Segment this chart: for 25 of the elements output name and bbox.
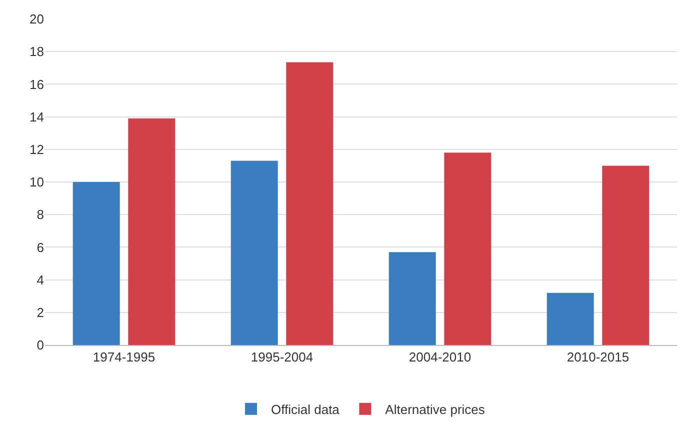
bar — [230, 160, 278, 345]
y-tick-label: 14 — [30, 109, 44, 124]
y-tick-label: 12 — [30, 142, 44, 157]
y-tick-label: 18 — [30, 44, 44, 60]
y-tick-label: 4 — [36, 272, 44, 288]
bar — [602, 166, 650, 345]
bar — [72, 182, 120, 345]
y-tick-label: 2 — [36, 304, 44, 320]
y-tick-label: 6 — [36, 240, 44, 255]
y-tick-label: 10 — [30, 174, 44, 190]
x-tick-label: 2010-2015 — [566, 350, 630, 365]
legend-label: Alternative prices — [385, 402, 486, 417]
bar — [444, 152, 492, 345]
legend-label: Official data — [271, 402, 340, 417]
x-tick-label: 1974-1995 — [92, 350, 156, 365]
bar — [546, 292, 594, 345]
bar — [128, 118, 176, 345]
y-tick-label: 8 — [36, 207, 44, 222]
bar — [286, 62, 334, 345]
bar — [388, 252, 436, 345]
y-tick-label: 20 — [30, 12, 44, 27]
y-tick-label: 16 — [30, 76, 44, 92]
y-tick-label: 0 — [36, 338, 44, 353]
x-tick-label: 1995-2004 — [250, 350, 314, 365]
x-tick-label: 2004-2010 — [408, 350, 472, 365]
